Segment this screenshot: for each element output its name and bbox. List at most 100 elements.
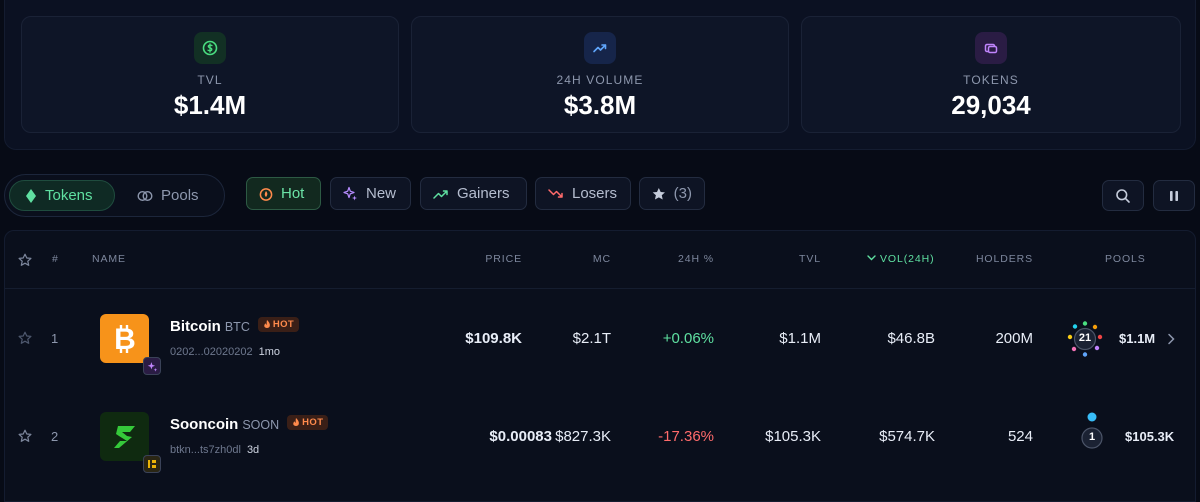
col-header-pools[interactable]: POOLS	[1105, 253, 1146, 265]
col-header-mc[interactable]: MC	[592, 253, 611, 265]
stat-label: TOKENS	[963, 73, 1019, 87]
favorites-count: (3)	[673, 185, 692, 202]
table-row[interactable]: 2 Sooncoin SOON HOT btkn...ts7zh0dl 3d $0.0…	[5, 387, 1197, 485]
row-pool-tvl: $105.3K	[1125, 429, 1175, 444]
pool-cluster-icon[interactable]: 21	[1066, 320, 1104, 358]
row-rank: 2	[51, 429, 59, 444]
pool-count: 21	[1078, 332, 1092, 344]
dollar-circle-icon	[194, 32, 226, 64]
token-symbol: SOON	[242, 418, 280, 432]
star-outline-icon[interactable]	[18, 429, 32, 443]
col-header-name[interactable]: NAME	[92, 253, 126, 265]
token-meta: btkn...ts7zh0dl 3d	[170, 440, 259, 457]
table-row[interactable]: 1 B Bitcoin BTC HOT 0202...02020202 1mo $10…	[5, 289, 1197, 387]
trending-down-icon	[548, 188, 563, 198]
svg-text:B: B	[114, 323, 136, 355]
stat-label: 24H VOLUME	[556, 73, 644, 87]
token-info[interactable]: Bitcoin BTC HOT	[170, 317, 300, 335]
hot-badge: HOT	[287, 415, 329, 430]
bitcoin-logo-icon: B	[100, 314, 149, 363]
token-age: 1mo	[258, 346, 280, 358]
col-header-holders[interactable]: HOLDERS	[975, 253, 1033, 265]
coins-icon	[975, 32, 1007, 64]
token-symbol: BTC	[224, 320, 250, 334]
pause-icon	[1170, 190, 1178, 201]
tab-tokens-label: Tokens	[45, 187, 93, 204]
token-address[interactable]: 0202...02020202	[170, 346, 253, 358]
token-name: Bitcoin	[170, 318, 221, 335]
flame-icon	[259, 187, 273, 201]
row-mc: $827.3K	[555, 428, 611, 445]
star-icon[interactable]	[18, 253, 32, 267]
hot-badge: HOT	[257, 317, 300, 332]
token-address[interactable]: btkn...ts7zh0dl	[170, 444, 241, 456]
token-table: # NAME PRICE MC 24H % TVL VOL(24H) HOLDE…	[4, 230, 1196, 502]
diamond-icon	[26, 188, 36, 203]
search-button[interactable]	[1102, 180, 1144, 211]
col-header-rank[interactable]: #	[52, 253, 59, 265]
filter-gainers-button[interactable]: Gainers	[420, 177, 527, 210]
filter-favorites-button[interactable]: (3)	[639, 177, 705, 210]
col-header-change[interactable]: 24H %	[677, 253, 714, 265]
row-vol: $574.7K	[879, 428, 935, 445]
filter-new-button[interactable]: New	[330, 177, 411, 210]
tab-pools-label: Pools	[161, 187, 199, 204]
stat-label: TVL	[197, 73, 223, 87]
col-header-tvl[interactable]: TVL	[799, 253, 821, 265]
token-info[interactable]: Sooncoin SOON HOT	[170, 415, 329, 433]
filter-hot-button[interactable]: Hot	[246, 177, 321, 210]
header-divider	[5, 288, 1195, 289]
stat-value: 29,034	[951, 90, 1031, 120]
stat-value: $3.8M	[563, 90, 637, 120]
row-vol: $46.8B	[887, 330, 935, 347]
row-tvl: $1.1M	[779, 330, 821, 347]
filter-losers-button[interactable]: Losers	[535, 177, 631, 210]
view-toggle: Tokens Pools	[4, 174, 225, 217]
stat-card-tvl: TVL $1.4M	[21, 16, 399, 133]
token-age: 3d	[246, 444, 260, 456]
filter-new-label: New	[366, 185, 397, 202]
sooncoin-logo-icon	[100, 412, 149, 461]
filter-gainers-label: Gainers	[457, 185, 510, 202]
hot-badge-label: HOT	[302, 417, 324, 428]
stats-panel: TVL $1.4M 24H VOLUME $3.8M TOKENS 29,034	[4, 0, 1196, 150]
chevron-down-icon	[867, 255, 876, 261]
search-icon	[1116, 188, 1130, 203]
tab-tokens[interactable]: Tokens	[9, 180, 115, 211]
row-change: +0.06%	[662, 330, 714, 347]
filter-hot-label: Hot	[281, 185, 305, 202]
col-header-price[interactable]: PRICE	[485, 253, 522, 265]
row-rank: 1	[51, 331, 59, 346]
row-tvl: $105.3K	[765, 428, 821, 445]
col-header-vol-sorted[interactable]: VOL(24H)	[867, 253, 934, 265]
row-mc: $2.1T	[572, 330, 611, 347]
token-name: Sooncoin	[170, 416, 239, 433]
row-holders: 200M	[995, 330, 1033, 347]
row-price: $0.00083	[489, 428, 552, 445]
token-meta: 0202...02020202 1mo	[170, 342, 280, 359]
row-price: $109.8K	[465, 330, 522, 347]
tab-pools[interactable]: Pools	[133, 180, 223, 211]
stat-value: $1.4M	[173, 90, 247, 120]
row-pool-tvl: $1.1M	[1119, 331, 1156, 346]
filter-losers-label: Losers	[572, 185, 618, 202]
row-holders: 524	[1007, 428, 1033, 445]
flame-icon	[264, 320, 270, 328]
pause-button[interactable]	[1153, 180, 1195, 211]
trending-up-icon	[433, 189, 448, 199]
pair-badge-icon	[143, 455, 161, 473]
row-change: -17.36%	[658, 428, 714, 445]
pools-icon	[137, 190, 153, 201]
star-outline-icon[interactable]	[18, 331, 32, 345]
stat-card-volume: 24H VOLUME $3.8M	[411, 16, 789, 133]
hot-badge-label: HOT	[272, 319, 295, 330]
trending-up-icon	[584, 32, 616, 64]
stat-card-tokens: TOKENS 29,034	[801, 16, 1181, 133]
star-icon	[652, 187, 665, 200]
sparkle-icon	[343, 186, 357, 201]
sparkle-badge-icon	[143, 357, 161, 375]
chevron-right-icon[interactable]	[1167, 333, 1175, 345]
pool-count: 1	[1088, 431, 1096, 443]
flame-icon	[293, 418, 300, 426]
pool-cluster-icon[interactable]: 1	[1079, 411, 1105, 451]
